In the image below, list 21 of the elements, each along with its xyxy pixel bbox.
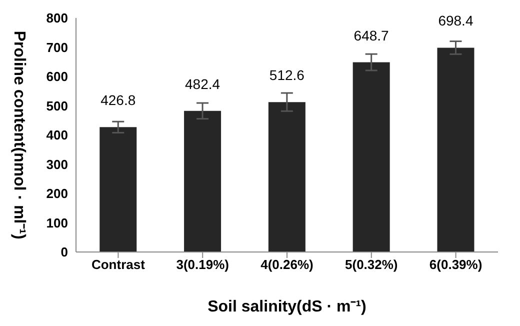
- y-tick-label: 500: [46, 98, 68, 114]
- data-label: 482.4: [185, 76, 220, 92]
- x-tick-label: 6(0.39%): [429, 257, 482, 272]
- y-axis-title: Proline content(nmol · ml⁻¹): [10, 30, 28, 240]
- y-tick-label: 300: [46, 156, 68, 172]
- y-tick-label: 100: [46, 215, 68, 230]
- data-label: 648.7: [354, 27, 390, 44]
- x-tick-label: 3(0.19%): [176, 257, 229, 272]
- x-tick-label: 5(0.32%): [345, 257, 398, 272]
- data-label: 426.8: [100, 92, 136, 108]
- data-label: 698.4: [438, 12, 474, 29]
- y-tick-label: 600: [46, 69, 68, 84]
- x-tick-label: 4(0.26%): [260, 257, 314, 272]
- y-tick-label: 400: [46, 128, 68, 143]
- y-tick-label: 700: [46, 40, 68, 55]
- y-tick-label: 800: [46, 10, 68, 26]
- x-axis-title: Soil salinity(dS · m⁻¹): [208, 298, 366, 316]
- y-tick-label: 0: [60, 244, 68, 260]
- data-label: 512.6: [269, 67, 305, 84]
- x-tick-label: Contrast: [91, 257, 146, 272]
- y-tick-label: 200: [46, 186, 68, 202]
